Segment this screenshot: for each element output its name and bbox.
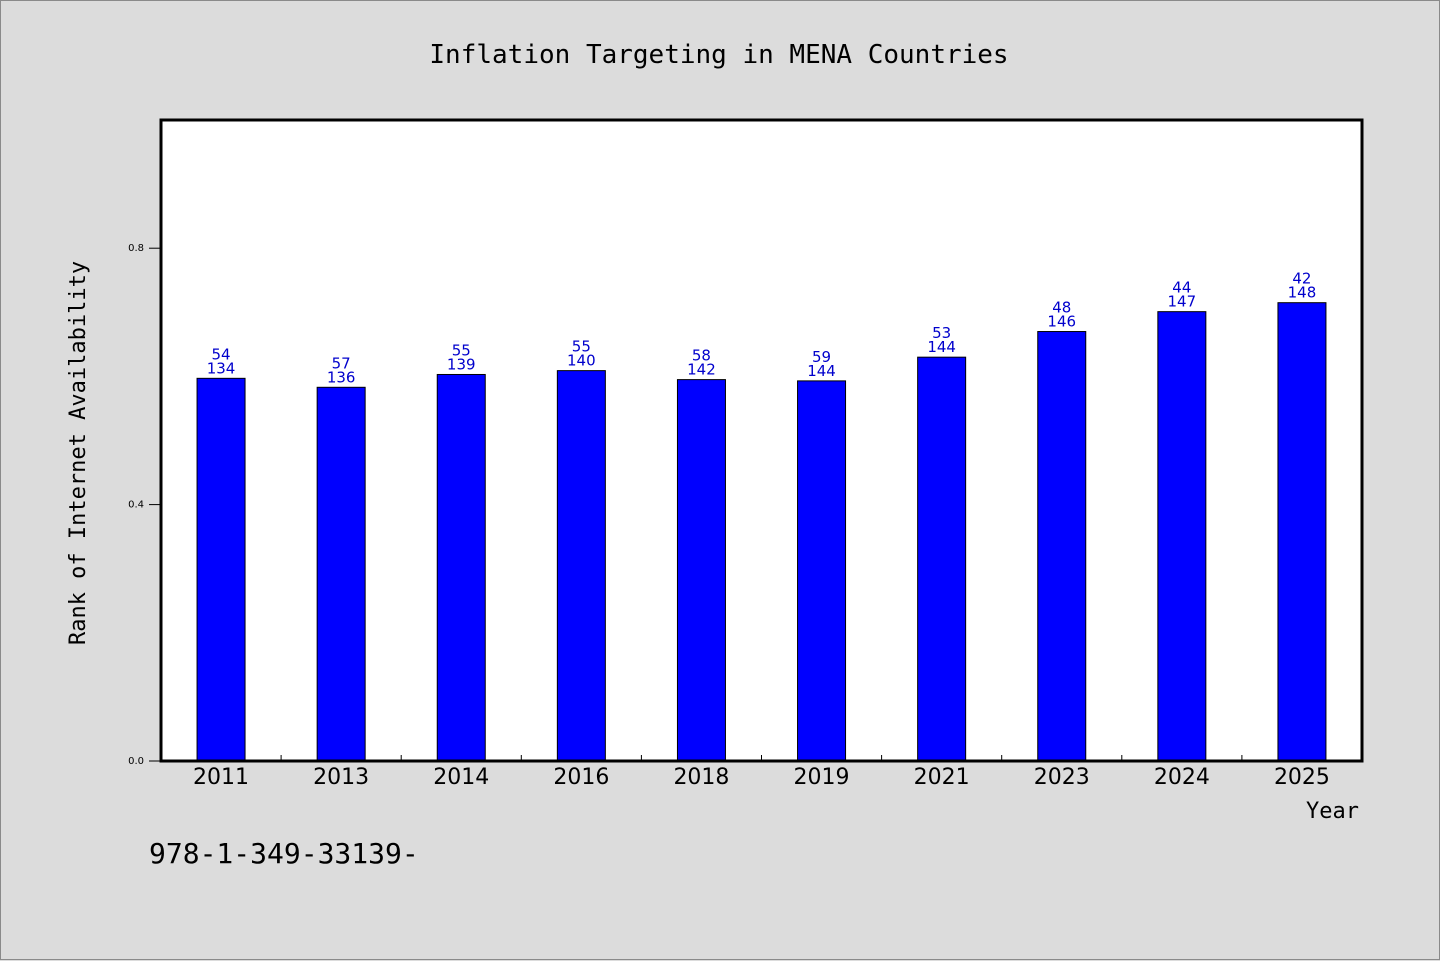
ticks-layer: 2011 2013 2014 2016 2018 2019 2021 2023 2024 2025… <box>128 243 1330 790</box>
data-label-top: 55 <box>452 341 471 359</box>
x-tick-label: 2025 <box>1274 765 1330 790</box>
x-tick-label: 2018 <box>673 765 729 790</box>
data-label-bottom: 140 <box>567 352 596 370</box>
x-tick-label: 2019 <box>794 765 850 790</box>
data-label-bottom: 136 <box>327 368 356 386</box>
bar-2016 <box>556 370 606 762</box>
x-axis-label: Year <box>1306 799 1359 824</box>
data-label-top: 54 <box>212 345 231 363</box>
bar-2011 <box>196 377 246 762</box>
data-label-bottom: 142 <box>687 361 716 379</box>
data-label-top: 42 <box>1292 270 1311 288</box>
data-label-bottom: 148 <box>1288 284 1317 302</box>
chart-title: Inflation Targeting in MENA Countries <box>429 40 1008 70</box>
x-tick-label: 2023 <box>1034 765 1090 790</box>
x-tick-label: 2011 <box>193 765 249 790</box>
data-label-bottom: 146 <box>1047 313 1076 331</box>
bar-2023 <box>1037 331 1087 762</box>
x-tick-label: 2013 <box>313 765 369 790</box>
x-tick-label: 2016 <box>553 765 609 790</box>
bar-2018 <box>676 379 726 762</box>
plot-border <box>159 118 1364 763</box>
data-label-top: 58 <box>692 347 711 365</box>
bar-2024 <box>1157 311 1207 762</box>
x-tick-label: 2014 <box>433 765 489 790</box>
bar-2025 <box>1277 302 1327 762</box>
data-label-top: 57 <box>332 354 351 372</box>
bar-2013 <box>316 386 366 762</box>
data-label-bottom: 139 <box>447 355 476 373</box>
x-tick-label: 2024 <box>1154 765 1210 790</box>
y-tick-label: 0.0 <box>128 756 144 767</box>
data-label-top: 48 <box>1052 299 1071 317</box>
bar-2019 <box>797 380 847 762</box>
data-label-bottom: 147 <box>1168 293 1197 311</box>
data-label-top: 59 <box>812 348 831 366</box>
x-tick-label: 2021 <box>914 765 970 790</box>
data-label-bottom: 144 <box>807 362 836 380</box>
data-label-top: 53 <box>932 324 951 342</box>
y-tick-label: 0.4 <box>128 500 144 511</box>
bar-2014 <box>436 373 486 762</box>
data-label-top: 44 <box>1172 279 1191 297</box>
footnote: 978-1-349-33139- <box>149 837 419 870</box>
data-label-top: 55 <box>572 338 591 356</box>
y-tick-label: 0.8 <box>128 243 144 254</box>
data-label-bottom: 144 <box>927 338 956 356</box>
data-label-bottom: 134 <box>207 359 236 377</box>
bar-2021 <box>917 356 967 762</box>
y-axis-label: Rank of Internet Availability <box>66 261 91 645</box>
